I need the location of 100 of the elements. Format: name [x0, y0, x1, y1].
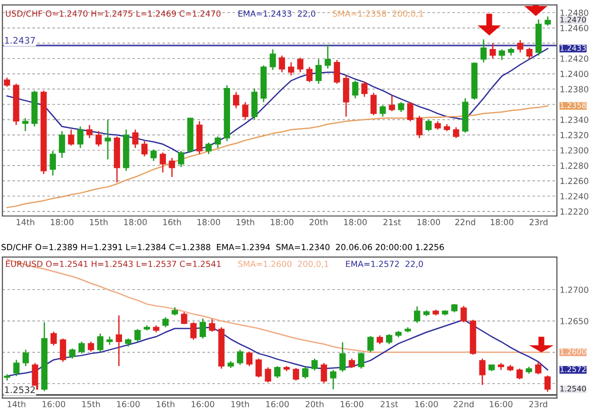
x-tick-label: 22nd: [455, 218, 476, 226]
candlestick: [86, 124, 93, 139]
candlestick: [214, 136, 221, 149]
candlestick: [50, 331, 57, 346]
candlestick: [297, 57, 304, 73]
candlestick: [370, 92, 377, 116]
candlestick: [162, 316, 169, 328]
candlestick: [544, 16, 551, 26]
candlestick: [498, 48, 505, 61]
x-tick-label: 19th: [236, 218, 254, 226]
ref-line-label: 1.2532: [5, 386, 35, 394]
x-tick-label: 16:00: [490, 400, 512, 408]
ref-line-label: 1.2437: [5, 36, 35, 44]
candlestick: [270, 48, 276, 71]
candlestick: [425, 119, 432, 132]
candlestick: [517, 40, 524, 54]
x-tick-label: 15th: [90, 218, 108, 226]
candlestick: [544, 374, 551, 392]
x-tick-label: 18:00: [124, 218, 147, 226]
candlestick: [330, 369, 336, 390]
x-tick-label: 22nd: [454, 400, 474, 408]
y-tick-label: 1.2420: [560, 55, 588, 62]
x-tick-label: 21st: [380, 400, 398, 408]
candlestick: [288, 62, 294, 76]
text: USD/CHF O=1.2470 H=1.2475 L=1.2469 C=1.2470: [6, 10, 221, 18]
x-tick-label: 14th: [8, 400, 26, 408]
candlestick: [104, 119, 111, 160]
candlestick: [13, 359, 20, 377]
candlestick: [96, 130, 102, 148]
candlestick: [58, 130, 66, 159]
candlestick: [490, 42, 496, 60]
candlestick: [278, 54, 286, 73]
y-tick-label: 1.2300: [560, 147, 588, 154]
candlestick: [526, 47, 532, 60]
candlestick: [77, 126, 84, 149]
x-tick-label: 16:00: [340, 400, 364, 408]
candlestick: [60, 338, 66, 362]
x-tick-label: 18:00: [50, 218, 74, 226]
candlestick: [168, 157, 176, 178]
candlestick: [206, 142, 212, 155]
candlestick: [324, 44, 331, 70]
y-tick-label: 1.2480: [560, 10, 588, 16]
candlestick: [78, 341, 85, 354]
candlestick: [358, 352, 364, 370]
x-tick-label: 20th: [310, 218, 328, 226]
x-tick-label: 21st: [383, 218, 401, 226]
x-tick-label: 16:00: [117, 400, 140, 408]
x-tick-label: 18:00: [198, 218, 220, 226]
candlestick: [407, 101, 414, 122]
candlestick: [416, 115, 423, 139]
candlestick: [50, 150, 56, 176]
candlestick: [178, 150, 184, 168]
candlestick: [316, 58, 322, 84]
y-tick-label: 1.2260: [560, 178, 588, 184]
candlestick: [302, 366, 308, 380]
candlestick: [236, 349, 244, 366]
x-tick-label: 18:00: [490, 218, 514, 226]
candlestick: [352, 80, 358, 99]
x-tick-label: 16:00: [42, 400, 66, 408]
candlestick: [22, 349, 29, 367]
candlestick: [380, 104, 386, 118]
candlestick: [414, 306, 420, 324]
y-tick-label: 1.2400: [560, 70, 588, 78]
x-tick-label: 18:00: [344, 218, 367, 226]
candlestick: [343, 74, 350, 118]
candlestick: [339, 342, 346, 372]
y-tick-label: 1.2340: [560, 116, 588, 123]
candlestick: [367, 335, 374, 353]
candlestick: [292, 367, 300, 382]
candlestick: [388, 94, 396, 112]
x-tick-label: 16:00: [266, 400, 289, 408]
x-tick-label: 14th: [16, 218, 34, 226]
candlestick: [460, 305, 467, 323]
candlestick: [242, 101, 248, 120]
text: EMA=1.2433 22,0: [238, 10, 316, 18]
candlestick: [320, 362, 328, 384]
text: SMA=1.2600 200,0,1: [238, 260, 328, 268]
x-tick-label: 18:00: [270, 218, 294, 226]
x-tick-label: 20th: [306, 400, 324, 408]
candlestick: [141, 140, 148, 157]
x-tick-label: 19th: [231, 400, 249, 408]
x-tick-label: 16th: [163, 218, 181, 226]
candlestick: [479, 358, 486, 386]
candlestick: [398, 101, 404, 113]
line-series: [6, 105, 548, 208]
x-tick-label: 23rd: [529, 400, 548, 408]
candlestick: [116, 314, 122, 367]
candlestick: [334, 59, 340, 84]
y-tick-label: 1.2700: [560, 286, 588, 293]
candlestick: [386, 334, 392, 345]
y-tick-label: 1.2240: [560, 193, 588, 200]
candlestick: [480, 38, 487, 63]
y-tick-label: 1.2320: [560, 132, 588, 138]
candlestick: [134, 328, 141, 342]
x-tick-label: 23rd: [530, 218, 548, 226]
text: SMA=1.2358 200,0,1: [332, 10, 423, 18]
y-tick-label: 1.2460: [560, 24, 588, 32]
candlestick: [190, 322, 197, 340]
candlestick: [516, 368, 523, 380]
x-tick-label: 18:00: [417, 218, 440, 226]
